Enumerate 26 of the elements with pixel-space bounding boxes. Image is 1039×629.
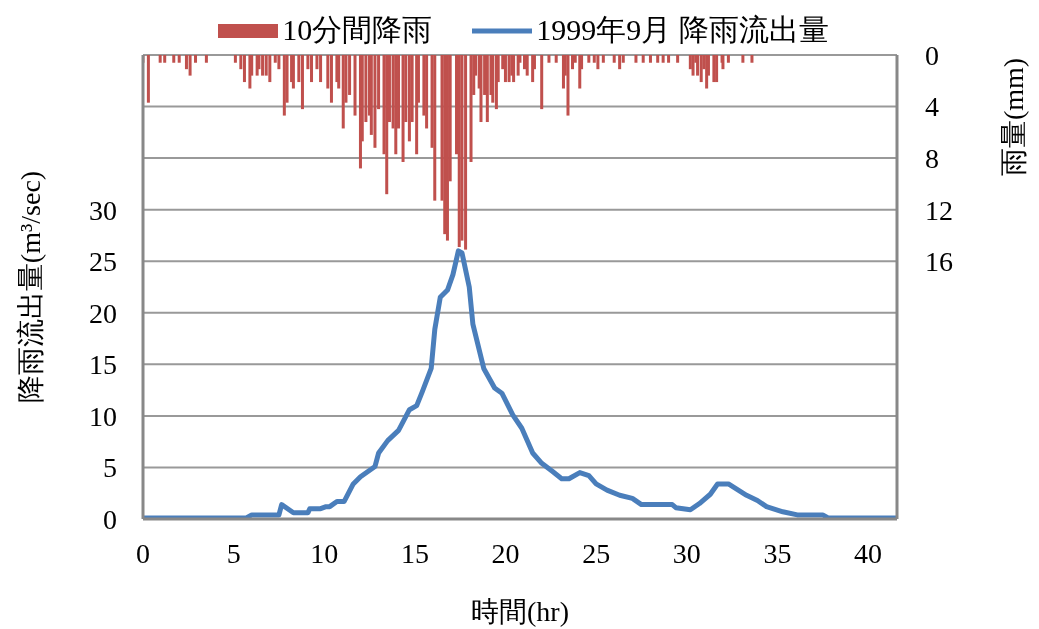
- y-tick-label: 30: [89, 194, 117, 226]
- y-tick-label: 20: [89, 297, 117, 329]
- y2-axis-title: 雨量(mm): [997, 57, 1029, 177]
- y-tick-label: 25: [89, 246, 117, 278]
- y-tick-label: 15: [89, 349, 117, 381]
- y2-tick-label: 4: [925, 91, 939, 123]
- y-tick-label: 5: [103, 452, 117, 484]
- x-tick-label: 5: [226, 537, 241, 569]
- y-axis-title: 降雨流出量(m³/sec): [14, 170, 46, 404]
- x-tick-label: 35: [763, 537, 792, 569]
- x-tick-label: 30: [672, 537, 701, 569]
- x-tick-label: 10: [310, 537, 339, 569]
- legend-label: 10分間降雨: [281, 12, 433, 48]
- y2-tick-label: 12: [925, 194, 953, 226]
- y-tick-label: 0: [103, 503, 117, 535]
- legend-label: 1999年9月 降雨流出量: [535, 12, 829, 48]
- x-axis-title: 時間(hr): [471, 596, 569, 627]
- y2-tick-label: 16: [925, 246, 953, 278]
- y-tick-label: 10: [89, 400, 117, 432]
- x-tick-label: 40: [854, 537, 882, 569]
- x-tick-label: 25: [582, 537, 611, 569]
- x-tick-label: 20: [491, 537, 520, 569]
- y2-tick-label: 8: [925, 143, 939, 175]
- y2-tick-label: 0: [925, 39, 939, 71]
- x-tick-label: 0: [136, 537, 150, 569]
- x-tick-label: 15: [400, 537, 429, 569]
